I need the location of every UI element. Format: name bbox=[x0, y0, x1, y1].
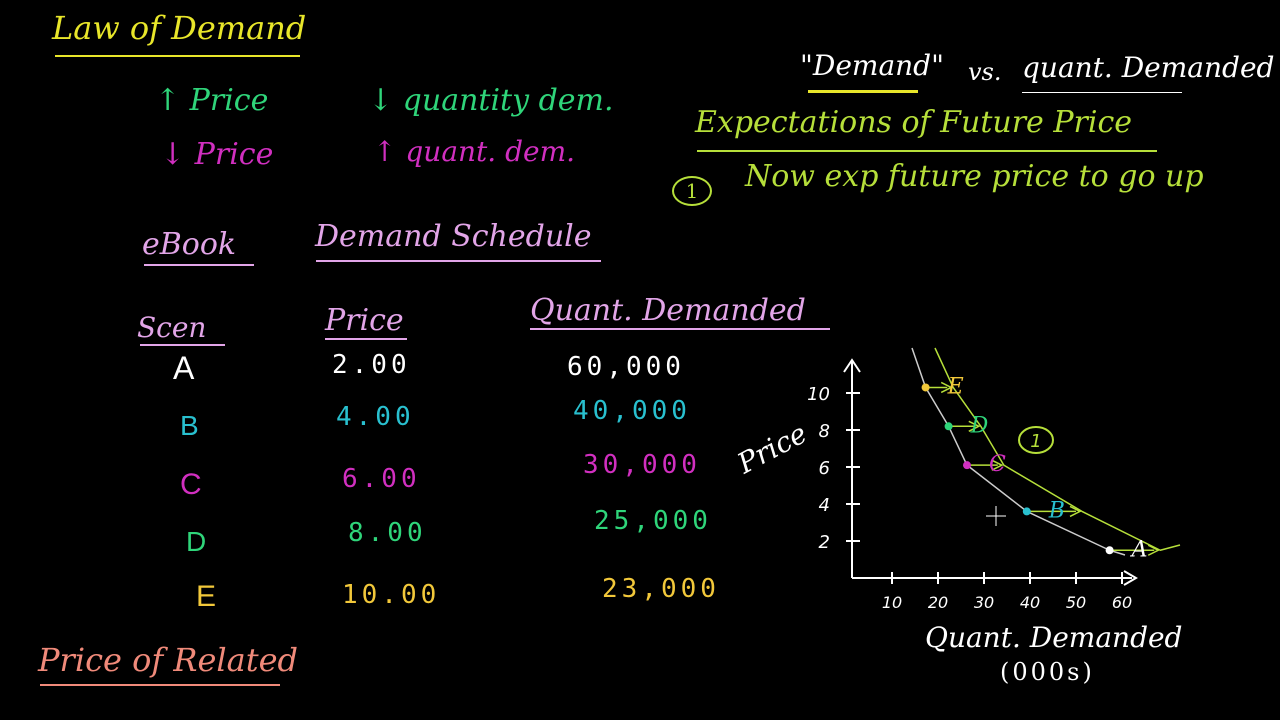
y-tick-label: 4 bbox=[819, 495, 830, 516]
row-a-price: 2.00 bbox=[332, 350, 411, 380]
point-a bbox=[1105, 546, 1114, 555]
vs-text: vs. bbox=[968, 58, 1002, 86]
x-axis-arrow bbox=[1123, 570, 1138, 586]
row-d-scen: D bbox=[186, 526, 207, 557]
y-tick-label: 8 bbox=[819, 421, 830, 442]
row-b-scen: B bbox=[180, 410, 199, 441]
y-tick-label: 2 bbox=[819, 532, 830, 553]
row-b-qty: 40,000 bbox=[573, 396, 691, 426]
point-c bbox=[963, 461, 971, 470]
expectations-underline bbox=[697, 150, 1157, 152]
shift-marker-label: 1 bbox=[1030, 431, 1041, 452]
point-label-a: A bbox=[1130, 537, 1148, 562]
shift-arrowhead bbox=[991, 459, 1004, 471]
x-tick-label: 40 bbox=[1020, 593, 1040, 612]
row-d-price: 8.00 bbox=[348, 518, 427, 548]
point-d bbox=[944, 422, 953, 431]
point-label-b: B bbox=[1048, 498, 1065, 523]
row-d-qty: 25,000 bbox=[594, 506, 712, 536]
law-row1-quantity: ↓ quantity dem. bbox=[368, 83, 614, 118]
shift-arrowhead bbox=[1147, 544, 1160, 556]
header-quant-underline bbox=[530, 328, 830, 330]
row-c-price: 6.00 bbox=[342, 464, 421, 494]
law-row2-price: ↓ Price bbox=[160, 137, 274, 172]
law-title-underline bbox=[55, 55, 300, 57]
row-e-qty: 23,000 bbox=[602, 574, 720, 604]
law-of-demand-title: Law of Demand bbox=[52, 9, 307, 47]
row-b-price: 4.00 bbox=[336, 402, 415, 432]
y-tick-label: 10 bbox=[807, 384, 830, 405]
point-b bbox=[1022, 507, 1031, 516]
quant-demanded-underline bbox=[1022, 92, 1182, 93]
row-e-price: 10.00 bbox=[342, 580, 441, 610]
ebook-label: eBook bbox=[142, 227, 237, 262]
chart-xlabel-sub: (000s) bbox=[1000, 658, 1095, 686]
shift-arrowhead bbox=[1069, 505, 1082, 518]
x-tick-label: 60 bbox=[1112, 593, 1132, 612]
shift-marker-circle bbox=[1018, 426, 1054, 454]
demand-underline bbox=[808, 90, 918, 93]
demand-curve-shifted bbox=[934, 347, 1181, 551]
point-label-e: E bbox=[947, 374, 964, 399]
price-of-related: Price of Related bbox=[38, 641, 298, 679]
row-c-qty: 30,000 bbox=[583, 450, 701, 480]
y-tick-label: 6 bbox=[819, 458, 830, 479]
price-of-related-underline bbox=[40, 684, 280, 686]
x-tick-label: 30 bbox=[974, 593, 994, 612]
point-label-c: C bbox=[989, 452, 1006, 477]
demand-curve-original bbox=[911, 347, 1126, 556]
expectations-heading: Expectations of Future Price bbox=[695, 105, 1133, 140]
law-row2-quantity: ↑ quant. dem. bbox=[373, 135, 576, 168]
ebook-underline bbox=[144, 264, 254, 266]
shift-arrowhead bbox=[940, 381, 953, 394]
schedule-title: Demand Schedule bbox=[315, 219, 592, 254]
demand-quoted: "Demand" bbox=[800, 49, 944, 82]
quant-demanded-heading: quant. Demanded bbox=[1022, 51, 1275, 84]
item1-marker: 1 bbox=[672, 176, 712, 206]
shift-arrowhead bbox=[968, 420, 981, 432]
row-e-scen: E bbox=[196, 580, 217, 613]
header-price-underline bbox=[325, 338, 407, 340]
x-tick-label: 20 bbox=[928, 593, 948, 612]
y-axis-arrow bbox=[843, 358, 861, 373]
row-c-scen: C bbox=[180, 468, 202, 501]
header-price: Price bbox=[325, 303, 404, 338]
row-a-qty: 60,000 bbox=[567, 352, 685, 382]
header-scen-underline bbox=[140, 344, 225, 346]
point-label-d: D bbox=[970, 413, 989, 438]
header-quant-demanded: Quant. Demanded bbox=[530, 293, 806, 328]
item1-text: Now exp future price to go up bbox=[745, 159, 1204, 194]
x-tick-label: 50 bbox=[1066, 593, 1086, 612]
law-row1-price: ↑ Price bbox=[155, 83, 269, 118]
chart-xlabel: Quant. Demanded bbox=[925, 621, 1183, 654]
schedule-underline bbox=[316, 260, 601, 262]
row-a-scen: A bbox=[173, 350, 195, 386]
header-scen: Scen bbox=[137, 311, 207, 344]
x-tick-label: 10 bbox=[882, 593, 902, 612]
cursor-crosshair-icon bbox=[986, 506, 1006, 526]
point-e bbox=[921, 383, 930, 392]
